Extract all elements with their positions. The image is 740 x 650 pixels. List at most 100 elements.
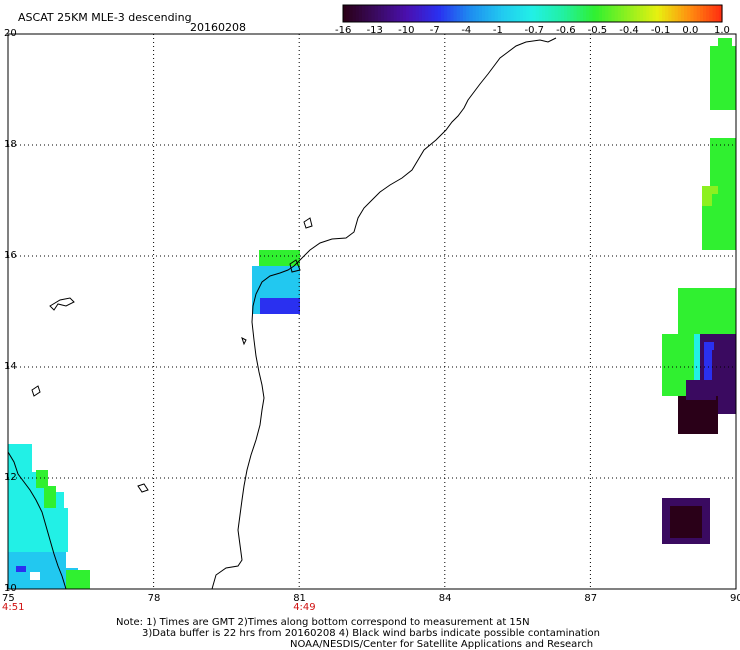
colorbar-segment [488,5,493,22]
colorbar-segment [661,5,666,22]
colorbar-segment [352,5,357,22]
colorbar-segment [371,5,376,22]
colorbar-segment [365,5,369,22]
swath-cell [44,486,56,508]
time-label: 4:49 [293,602,316,613]
swath-cell [259,250,300,266]
colorbar-segment [535,5,540,22]
colorbar-segment [437,5,442,22]
swath-cell [704,342,714,380]
colorbar-segment [469,5,474,22]
colorbar-segment [630,5,635,22]
colorbar-segment [412,5,417,22]
sri-lanka-west-coast [7,451,67,590]
colorbar-segment [463,5,467,22]
colorbar-tick-label: 1.0 [714,25,730,36]
colorbar-segment [355,5,360,22]
colorbar-segment [617,5,622,22]
swath-cell [686,380,716,400]
colorbar-segment [586,5,590,22]
colorbar-segment [671,5,676,22]
colorbar-frame [342,4,723,23]
colorbar-segment [646,5,650,22]
colorbar-tick-label: -0.7 [524,25,545,36]
swath-cell [710,46,736,110]
colorbar-segment [548,5,553,22]
colorbar-segment [399,5,404,22]
colorbar-segment [699,5,704,22]
colorbar-segment [608,5,613,22]
latitude-label: 18 [4,139,17,150]
colorbar-segment [655,5,660,22]
colorbar-segment [368,5,373,22]
colorbar-segment [384,5,388,22]
colorbar-segment [643,5,647,22]
colorbar-segment [687,5,692,22]
footer-note-1: Note: 1) Times are GMT 2)Times along bot… [116,617,530,628]
colorbar-segment [444,5,448,22]
footer-credit: NOAA/NESDIS/Center for Satellite Applica… [290,639,594,650]
colorbar [342,4,723,23]
colorbar-segment [421,5,426,22]
colorbar-segment [428,5,433,22]
swath-cell [260,298,300,314]
mle-data-swaths [8,38,736,589]
colorbar-segment [639,5,644,22]
colorbar-segment [551,5,556,22]
colorbar-segment [712,5,717,22]
colorbar-segment [510,5,515,22]
swath-cell [718,38,732,48]
swath-cell [252,282,260,314]
longitude-label: 81 [293,593,306,604]
island-small-1 [31,385,41,397]
colorbar-segment [466,5,470,22]
colorbar-segment [409,5,414,22]
colorbar-segment [494,5,499,22]
colorbar-tick-label: -4 [461,25,472,36]
colorbar-segment [554,5,559,22]
colorbar-tick-label: 0.0 [682,25,699,36]
colorbar-tick-label: -0.6 [556,25,576,36]
colorbar-segment [450,5,455,22]
island-small-4 [241,337,247,346]
colorbar-segment [696,5,701,22]
latitude-label: 10 [4,583,17,594]
colorbar-segment [589,5,594,22]
colorbar-segment [431,5,436,22]
colorbar-segment [387,5,391,22]
island-small-2 [137,483,149,493]
colorbar-segment [453,5,458,22]
colorbar-segment [652,5,657,22]
swath-cell [8,508,68,552]
colorbar-segment [358,5,363,22]
colorbar-segment [668,5,673,22]
colorbar-segment [485,5,489,22]
swath-cell [30,572,40,580]
colorbar-segment [665,5,669,22]
colorbar-segment [532,5,537,22]
colorbar-segment [513,5,518,22]
colorbar-segment [633,5,638,22]
swath-cell [712,194,722,218]
longitude-label: 84 [438,593,452,604]
latitude-label: 12 [4,472,17,483]
swath-cell [670,506,702,538]
colorbar-segment [709,5,714,22]
colorbar-segment [595,5,600,22]
colorbar-segment [545,5,549,22]
island-small-5 [289,259,301,273]
colorbar-segment [425,5,429,22]
colorbar-segment [627,5,632,22]
colorbar-segment [478,5,483,22]
colorbar-segment [403,5,407,22]
colorbar-tick-label: -0.1 [650,25,671,36]
colorbar-segment [447,5,451,22]
colorbar-segment [598,5,603,22]
latitude-label: 16 [4,250,17,261]
colorbar-segment [614,5,619,22]
colorbar-segment [519,5,524,22]
colorbar-segment [434,5,439,22]
colorbar-segment [516,5,521,22]
colorbar-segment [680,5,685,22]
colorbar-segment [583,5,587,22]
